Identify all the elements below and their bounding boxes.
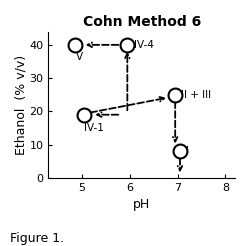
Text: V: V <box>76 51 83 62</box>
X-axis label: pH: pH <box>133 198 150 211</box>
Title: Cohn Method 6: Cohn Method 6 <box>82 15 201 29</box>
Text: IV-1: IV-1 <box>84 123 104 133</box>
Text: I: I <box>186 146 189 156</box>
Text: II + III: II + III <box>182 90 212 100</box>
Text: Figure 1.: Figure 1. <box>10 232 64 245</box>
Y-axis label: Ethanol  (% v/v): Ethanol (% v/v) <box>15 55 28 155</box>
Text: IV-4: IV-4 <box>134 40 154 50</box>
